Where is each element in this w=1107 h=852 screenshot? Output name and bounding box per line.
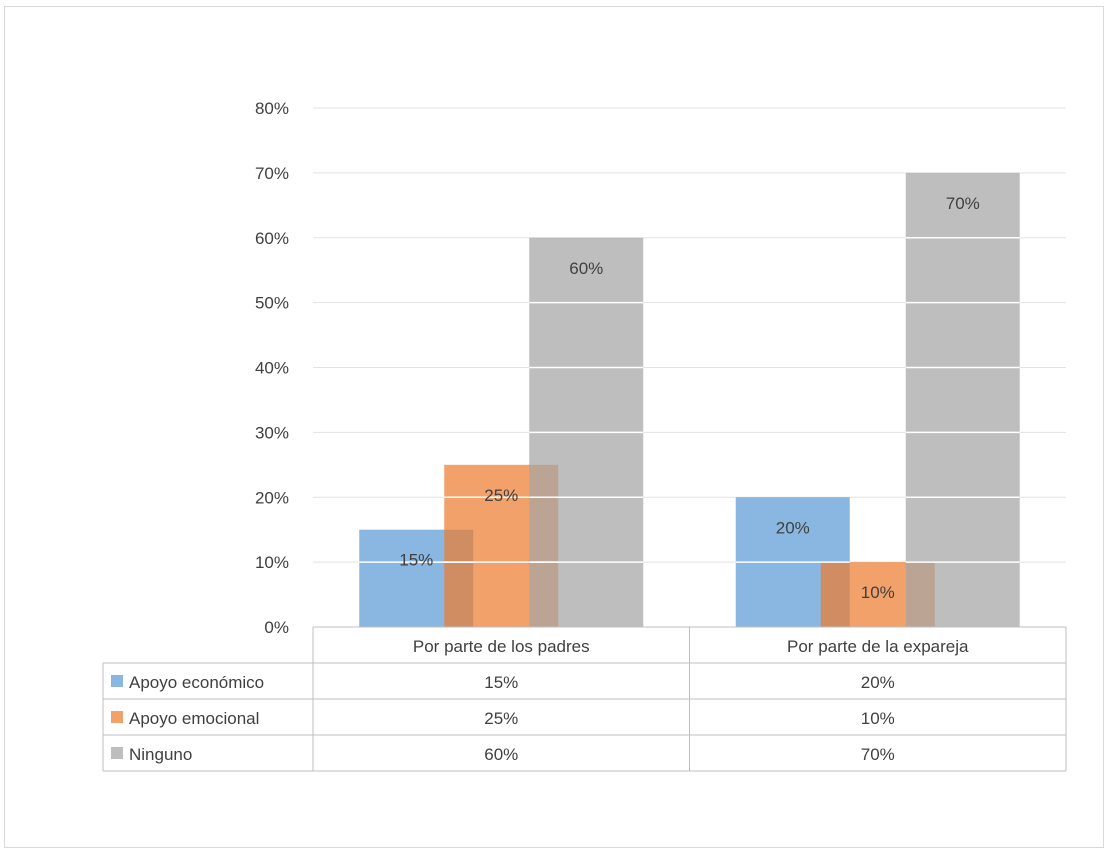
y-tick-label: 50%: [255, 294, 289, 313]
table-cell: 10%: [861, 709, 895, 728]
table-cell: 20%: [861, 673, 895, 692]
y-tick-label: 30%: [255, 423, 289, 442]
bar: [905, 172, 1020, 627]
legend-entry: Apoyo económico: [129, 673, 264, 692]
y-tick-label: 0%: [264, 618, 289, 637]
legend-swatch: [111, 675, 123, 687]
category-label: Por parte de los padres: [413, 637, 590, 656]
data-label: 20%: [776, 518, 810, 537]
table-cell: 70%: [861, 745, 895, 764]
data-label: 15%: [399, 551, 433, 570]
legend-swatch: [111, 711, 123, 723]
y-tick-label: 60%: [255, 229, 289, 248]
data-label: 10%: [861, 583, 895, 602]
category-label: Por parte de la expareja: [787, 637, 969, 656]
y-tick-label: 80%: [255, 99, 289, 118]
y-tick-label: 40%: [255, 359, 289, 378]
data-label: 70%: [946, 194, 980, 213]
legend-entry: Ninguno: [129, 745, 192, 764]
legend-entry: Apoyo emocional: [129, 709, 259, 728]
table-cell: 25%: [484, 709, 518, 728]
data-label: 60%: [569, 259, 603, 278]
y-tick-label: 20%: [255, 488, 289, 507]
table-cell: 60%: [484, 745, 518, 764]
data-label: 25%: [484, 486, 518, 505]
legend-swatch: [111, 747, 123, 759]
y-tick-label: 70%: [255, 164, 289, 183]
y-tick-label: 10%: [255, 553, 289, 572]
table-cell: 15%: [484, 673, 518, 692]
